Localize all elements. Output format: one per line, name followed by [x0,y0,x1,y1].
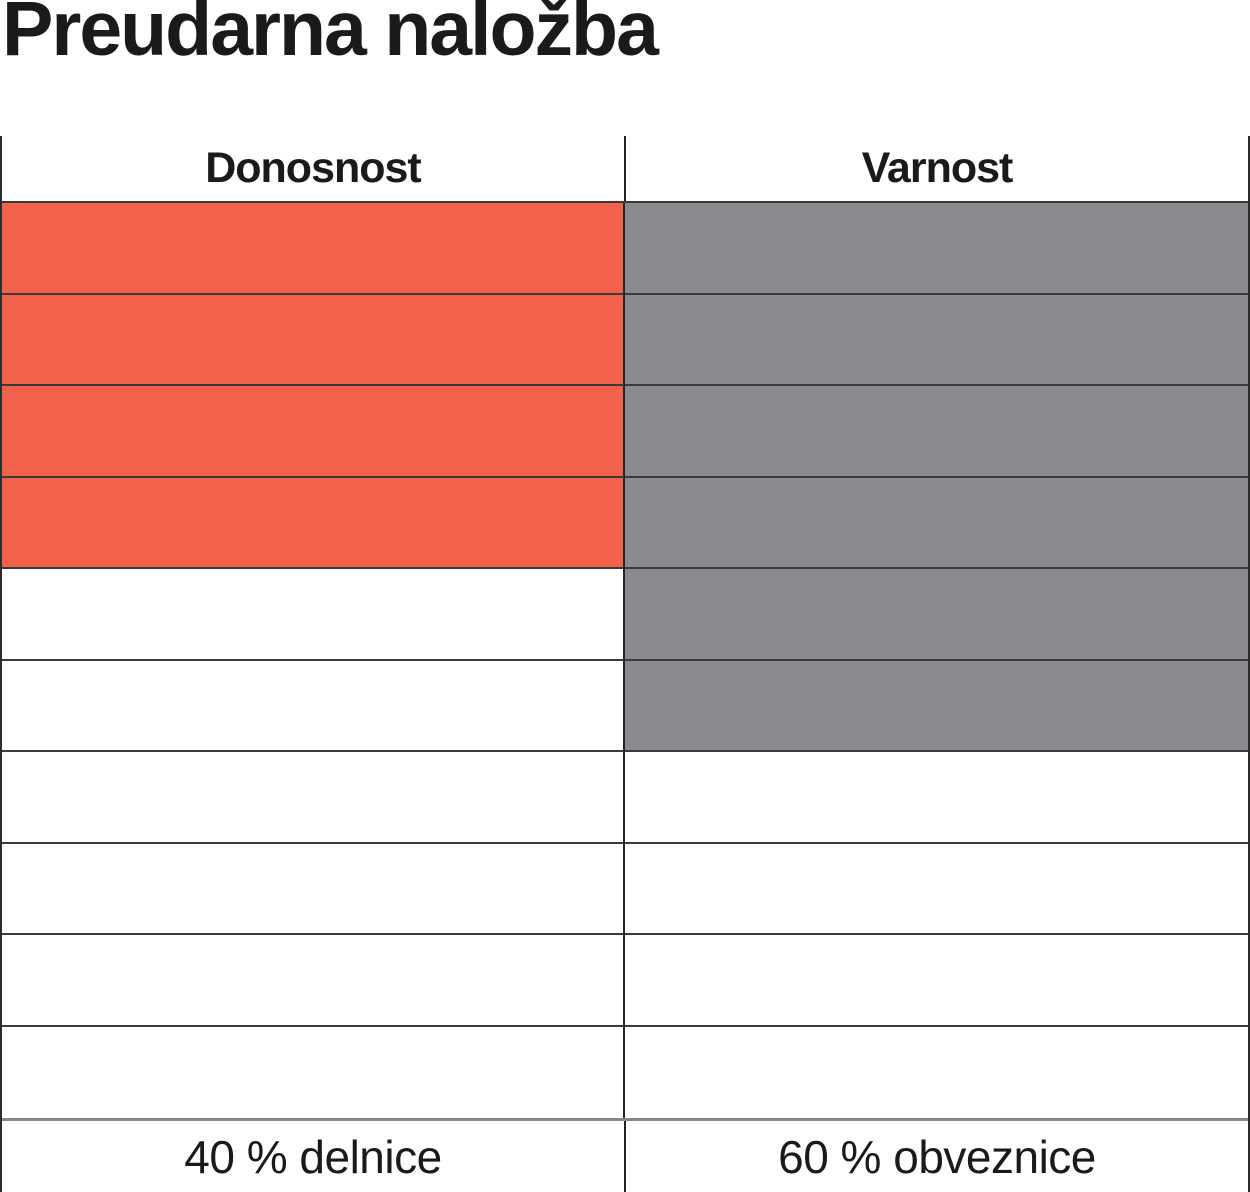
grid-cell-donosnost-10 [2,1026,625,1118]
grid-cell-varnost-10 [625,1027,1248,1119]
grid-cell-donosnost-3 [2,386,625,478]
grid-cell-donosnost-4 [2,477,625,569]
grid-cell-donosnost-6 [2,660,625,752]
grid-cell-donosnost-2 [2,294,625,386]
grid-cell-varnost-1 [625,203,1248,295]
table-footer-row: 40 % delnice 60 % obveznice [2,1118,1248,1192]
rating-grid [2,203,1248,1118]
grid-cell-varnost-8 [625,844,1248,935]
grid-cell-donosnost-7 [2,752,625,844]
grid-cell-varnost-3 [625,386,1248,478]
grid-cell-varnost-2 [625,294,1248,386]
grid-cell-donosnost-9 [2,935,625,1027]
column-header-donosnost: Donosnost [2,136,626,201]
grid-cell-varnost-5 [625,569,1248,661]
page-title: Preudarna naložba [2,0,659,72]
grid-cell-donosnost-1 [2,203,625,295]
grid-cell-donosnost-5 [2,569,625,661]
grid-cell-varnost-7 [625,752,1248,844]
grid-cell-varnost-4 [625,477,1248,569]
table-header-row: Donosnost Varnost [2,136,1248,203]
grid-cell-varnost-6 [625,660,1248,752]
grid-cell-donosnost-8 [2,843,625,935]
footer-label-obveznice: 60 % obveznice [778,1130,1096,1183]
footer-label-delnice: 40 % delnice [2,1121,626,1192]
investment-rating-table: Donosnost Varnost 40 % delnice 60 % obve… [0,136,1250,1192]
grid-cell-varnost-9 [625,935,1248,1027]
column-header-varnost: Varnost [861,144,1014,192]
